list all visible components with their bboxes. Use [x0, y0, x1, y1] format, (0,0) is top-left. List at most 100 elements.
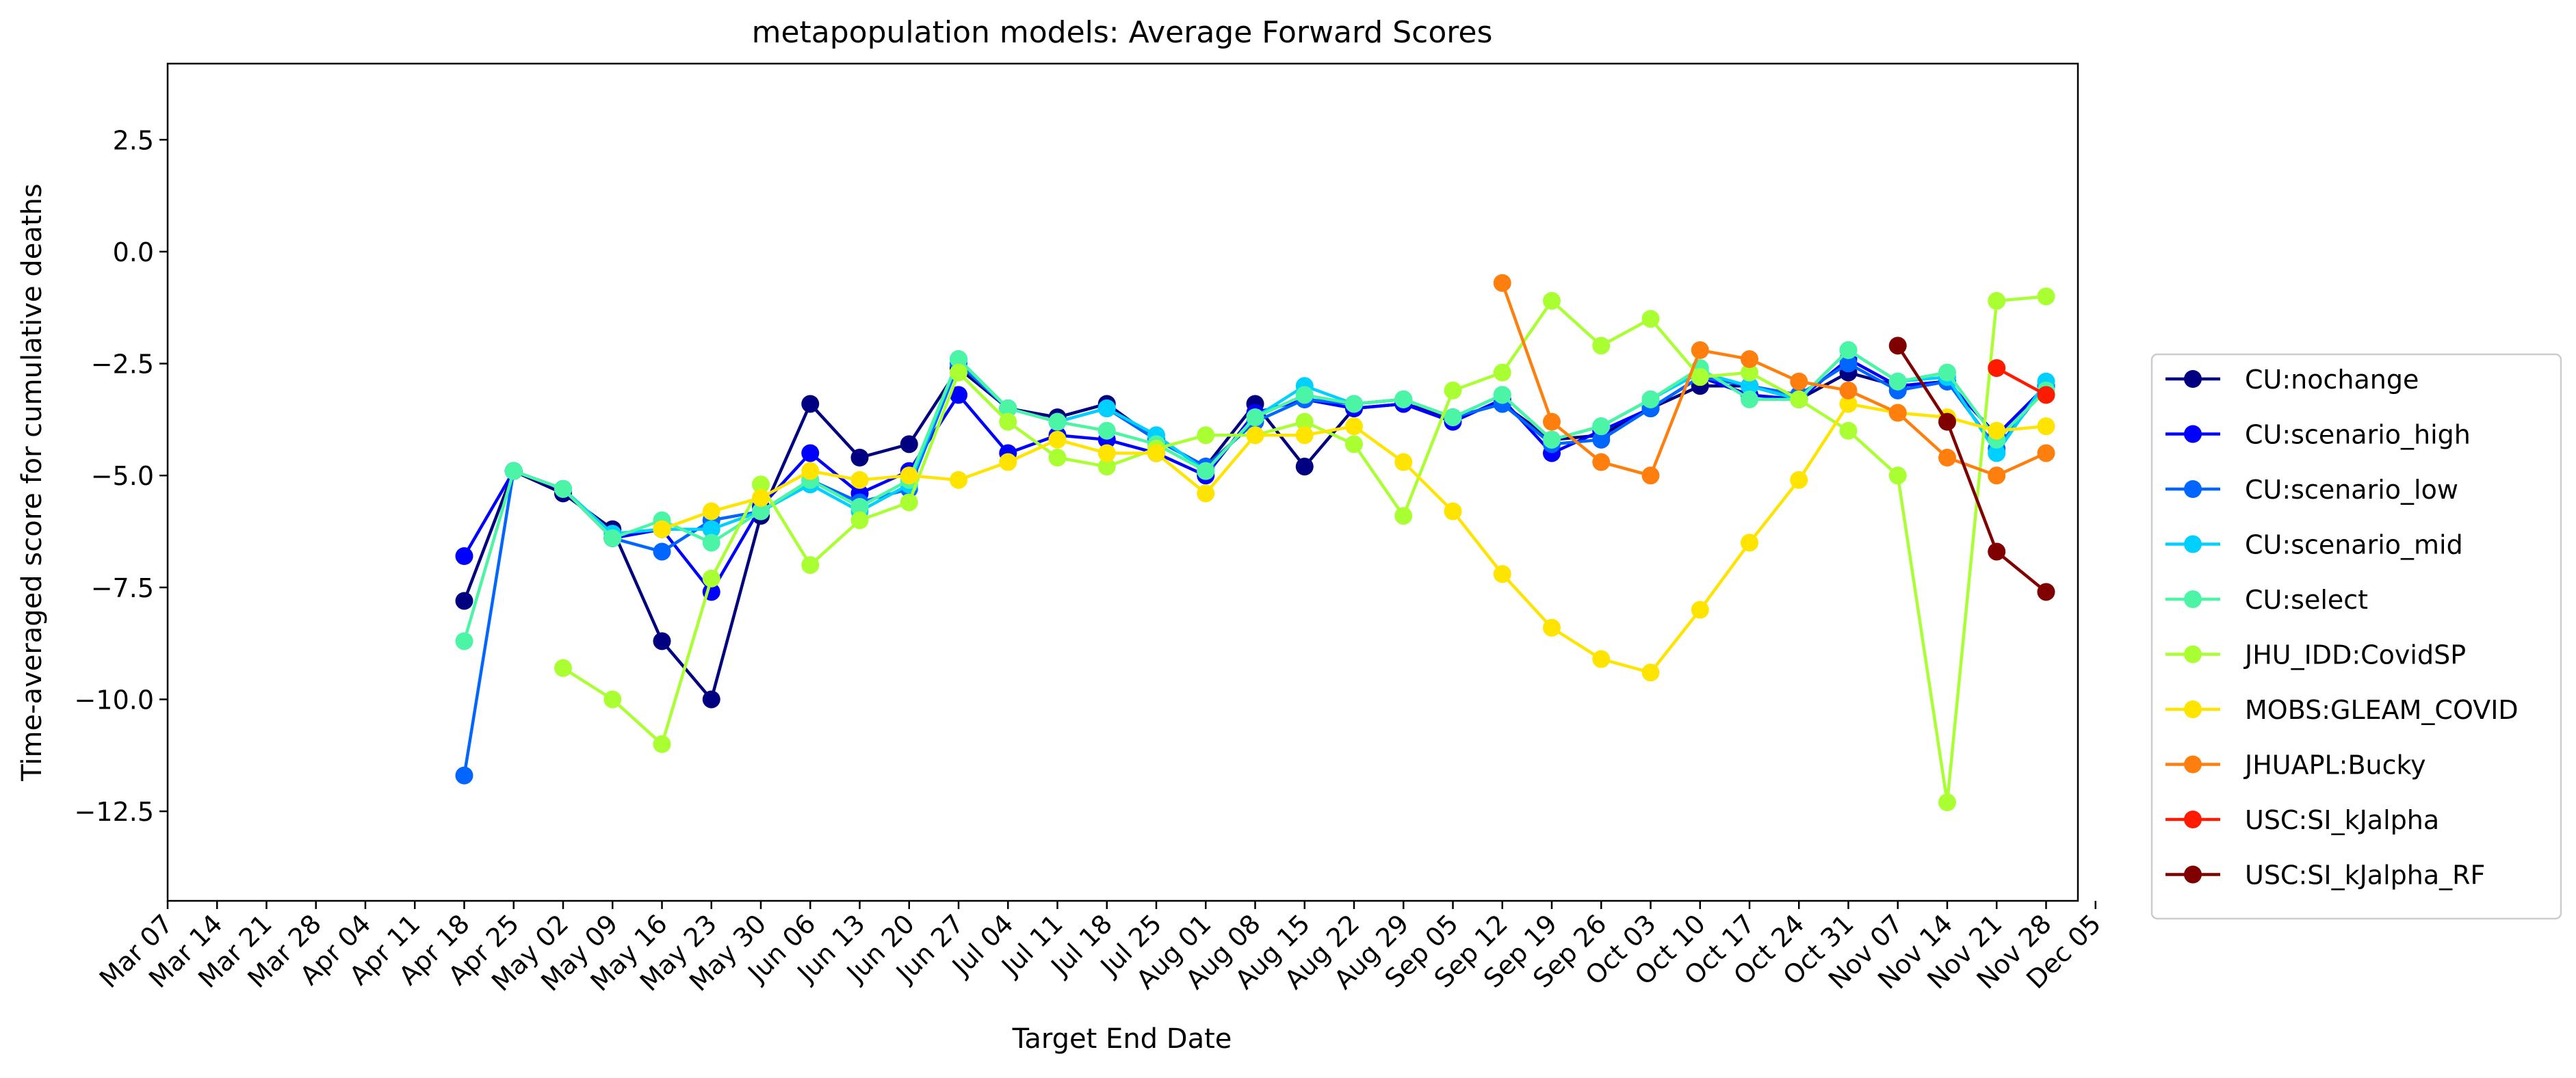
- data-point: [1246, 426, 1264, 445]
- data-point: [801, 444, 820, 462]
- legend-label: USC:SI_kJalpha: [2245, 805, 2439, 835]
- data-point: [2037, 583, 2055, 601]
- data-point: [1444, 408, 1462, 427]
- data-point: [850, 498, 869, 516]
- data-point: [1641, 663, 1660, 682]
- data-point: [653, 520, 671, 538]
- data-point: [1444, 381, 1462, 399]
- data-point: [752, 475, 770, 494]
- data-point: [1394, 390, 1413, 408]
- data-point: [1988, 359, 2006, 378]
- series-9: [1888, 337, 2055, 601]
- data-point: [900, 435, 918, 453]
- data-point: [702, 520, 720, 538]
- data-point: [1691, 341, 1709, 359]
- legend-item: JHU_IDD:CovidSP: [2165, 640, 2466, 670]
- data-point: [1394, 453, 1413, 471]
- data-point: [1048, 449, 1067, 466]
- data-point: [950, 350, 967, 368]
- data-point: [603, 529, 622, 547]
- data-point: [455, 592, 473, 610]
- data-point: [1741, 350, 1758, 368]
- data-point: [1048, 412, 1067, 431]
- data-point: [1197, 462, 1215, 480]
- data-point: [455, 766, 473, 785]
- data-point: [1641, 310, 1660, 328]
- data-point: [1988, 542, 2006, 561]
- data-point: [702, 690, 720, 709]
- data-point: [2037, 287, 2055, 306]
- data-point: [653, 735, 671, 753]
- data-point: [850, 471, 869, 489]
- series-layer: [455, 274, 2055, 811]
- legend-label: JHU_IDD:CovidSP: [2243, 640, 2466, 670]
- legend-item: JHUAPL:Bucky: [2165, 750, 2426, 780]
- data-point: [1345, 435, 1363, 453]
- data-point: [554, 659, 572, 677]
- legend-label: CU:scenario_mid: [2245, 530, 2463, 560]
- data-point: [1988, 421, 2006, 440]
- data-point: [1493, 274, 1511, 292]
- y-tick-label: −10.0: [75, 685, 154, 715]
- data-point: [1345, 417, 1363, 436]
- data-point: [752, 502, 770, 521]
- series-line: [562, 295, 2046, 804]
- data-point: [1641, 466, 1660, 485]
- data-point: [1295, 458, 1314, 476]
- data-point: [1097, 399, 1116, 417]
- legend-marker: [2184, 535, 2202, 553]
- series-8: [1988, 359, 2055, 404]
- y-tick-label: −2.5: [91, 350, 154, 380]
- data-point: [1493, 565, 1511, 583]
- data-point: [850, 449, 869, 466]
- legend-marker: [2184, 480, 2202, 498]
- y-axis-label: Time-averaged score for cumulative death…: [16, 183, 48, 782]
- data-point: [752, 488, 770, 507]
- legend-box: [2150, 353, 2562, 920]
- data-point: [1592, 417, 1611, 436]
- x-axis-label: Target End Date: [1012, 1023, 1232, 1055]
- legend-marker: [2184, 645, 2202, 663]
- data-point: [1295, 426, 1314, 445]
- data-point: [1741, 534, 1758, 552]
- data-point: [702, 534, 720, 552]
- data-point: [1790, 390, 1808, 408]
- data-point: [455, 632, 473, 650]
- data-point: [1988, 444, 2006, 462]
- data-point: [1197, 484, 1215, 503]
- data-point: [1938, 363, 1956, 382]
- data-point: [1543, 618, 1561, 637]
- data-point: [999, 453, 1017, 471]
- data-point: [1493, 386, 1511, 404]
- legend-label: CU:scenario_low: [2245, 475, 2458, 505]
- data-point: [1938, 412, 1956, 431]
- data-point: [1938, 449, 1956, 466]
- data-point: [1888, 466, 1907, 485]
- y-tick-label: −12.5: [75, 797, 154, 827]
- data-point: [1691, 368, 1709, 386]
- legend-item: USC:SI_kJalpha_RF: [2165, 860, 2485, 891]
- data-point: [504, 462, 523, 480]
- legend-label: MOBS:GLEAM_COVID: [2245, 695, 2519, 725]
- legend: CU:nochange CU:scenario_high CU:scenario_l…: [2150, 353, 2562, 920]
- data-point: [950, 363, 967, 382]
- legend-item: CU:nochange: [2165, 365, 2419, 395]
- chart-title: metapopulation models: Average Forward S…: [752, 15, 1493, 50]
- data-point: [950, 386, 967, 404]
- legend-marker: [2184, 425, 2202, 443]
- data-point: [1691, 601, 1709, 619]
- data-point: [1493, 363, 1511, 382]
- data-point: [1839, 341, 1858, 359]
- data-point: [1592, 453, 1611, 471]
- data-point: [554, 479, 572, 498]
- data-point: [1790, 471, 1808, 489]
- y-tick-label: 0.0: [113, 237, 154, 267]
- data-point: [2037, 386, 2055, 404]
- data-point: [801, 556, 820, 575]
- data-point: [1839, 354, 1858, 373]
- series-line: [1500, 282, 2047, 477]
- y-axis-ticks: 2.5 0.0 −2.5 −5.0 −7.5 −10.0 −12.5: [75, 125, 168, 827]
- legend-label: JHUAPL:Bucky: [2243, 750, 2426, 780]
- data-point: [1888, 337, 1907, 355]
